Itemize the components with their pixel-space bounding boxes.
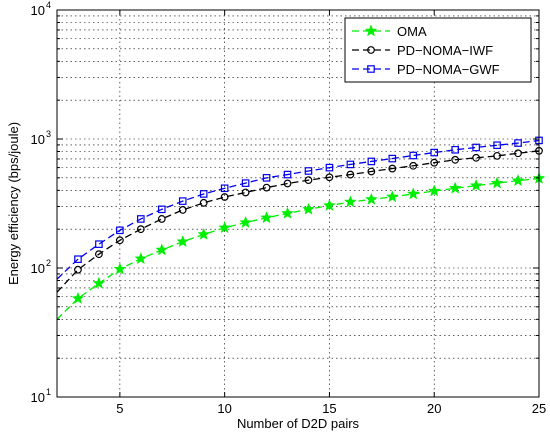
data-point [493,151,501,160]
data-point [74,255,82,264]
x-tick-label: 10 [217,401,231,416]
data-point [178,206,187,214]
data-point [157,205,166,214]
legend: OMA PD−NOMA−IWF PD−NOMA−GWF [344,17,532,83]
data-point [116,226,124,235]
series-circle [56,146,543,293]
data-point [92,276,106,289]
data-point [388,154,397,163]
data-point [281,206,294,219]
x-tick-label: 5 [116,401,123,416]
data-point [430,148,439,157]
data-point [199,190,208,198]
data-point [197,227,211,240]
data-point [260,211,273,224]
y-tick-label: 10 [31,261,45,276]
data-point [451,145,459,154]
data-point [262,174,271,182]
data-point [406,187,420,200]
data-point [113,262,127,275]
data-point [134,252,148,265]
data-point [472,153,481,162]
legend-box [344,17,532,83]
data-point [346,170,355,179]
data-point [367,157,376,166]
data-point [323,198,336,211]
data-point [430,158,439,167]
y-tick-exponent: 2 [46,258,51,268]
data-point [511,173,525,187]
data-point [218,221,232,234]
data-point [95,250,103,259]
data-point [364,192,378,205]
data-point [409,161,418,170]
series-star [56,171,546,320]
y-tick-label: 10 [31,132,45,147]
data-point [178,197,187,205]
legend-label: PD−NOMA−GWF [397,62,500,77]
data-point [388,164,397,173]
data-point [283,179,292,188]
data-point [239,215,252,228]
legend-label: OMA [397,24,427,39]
data-point [241,188,250,197]
plot-frame [56,9,540,398]
y-tick-label: 10 [31,3,45,18]
data-point [220,193,229,201]
y-tick-label: 10 [31,390,45,405]
series-layer [56,136,546,320]
y-tick-exponent: 1 [46,387,51,397]
data-point [325,173,334,182]
x-tick-label: 20 [427,401,441,416]
y-axis-label: Energy efficiency (bps/joule) [6,122,21,285]
data-point [302,202,315,215]
data-point [514,149,522,158]
data-point [367,167,376,176]
x-tick-label: 15 [322,401,336,416]
data-point [344,195,357,208]
data-point [115,236,124,245]
data-point [137,215,145,223]
data-point [136,225,145,234]
data-point [283,170,292,179]
data-point [155,243,169,256]
data-point [199,198,208,207]
data-point [262,183,271,192]
legend-marker [367,65,375,73]
data-point [346,160,355,169]
legend-marker [364,24,378,37]
data-point [472,143,480,152]
data-point [95,240,103,248]
data-point [514,139,522,147]
legend-marker [367,46,375,54]
data-point [325,163,334,172]
y-tick-exponent: 3 [46,129,51,139]
data-point [71,291,85,304]
data-point [220,184,229,193]
x-tick-label: 25 [532,401,546,416]
data-point [176,234,190,248]
data-point [427,184,441,197]
data-point [490,176,504,189]
data-point [448,181,462,194]
data-point [304,167,313,175]
data-point [241,179,250,187]
data-point [304,176,313,185]
data-point [451,155,460,164]
y-tick-exponent: 4 [46,0,51,10]
data-point [409,151,418,160]
data-point [385,190,399,203]
legend-label: PD−NOMA−IWF [397,43,493,58]
data-point [469,178,483,192]
x-axis-label: Number of D2D pairs [237,416,360,431]
data-point [493,141,501,150]
data-point [74,265,82,274]
data-point [157,215,166,223]
